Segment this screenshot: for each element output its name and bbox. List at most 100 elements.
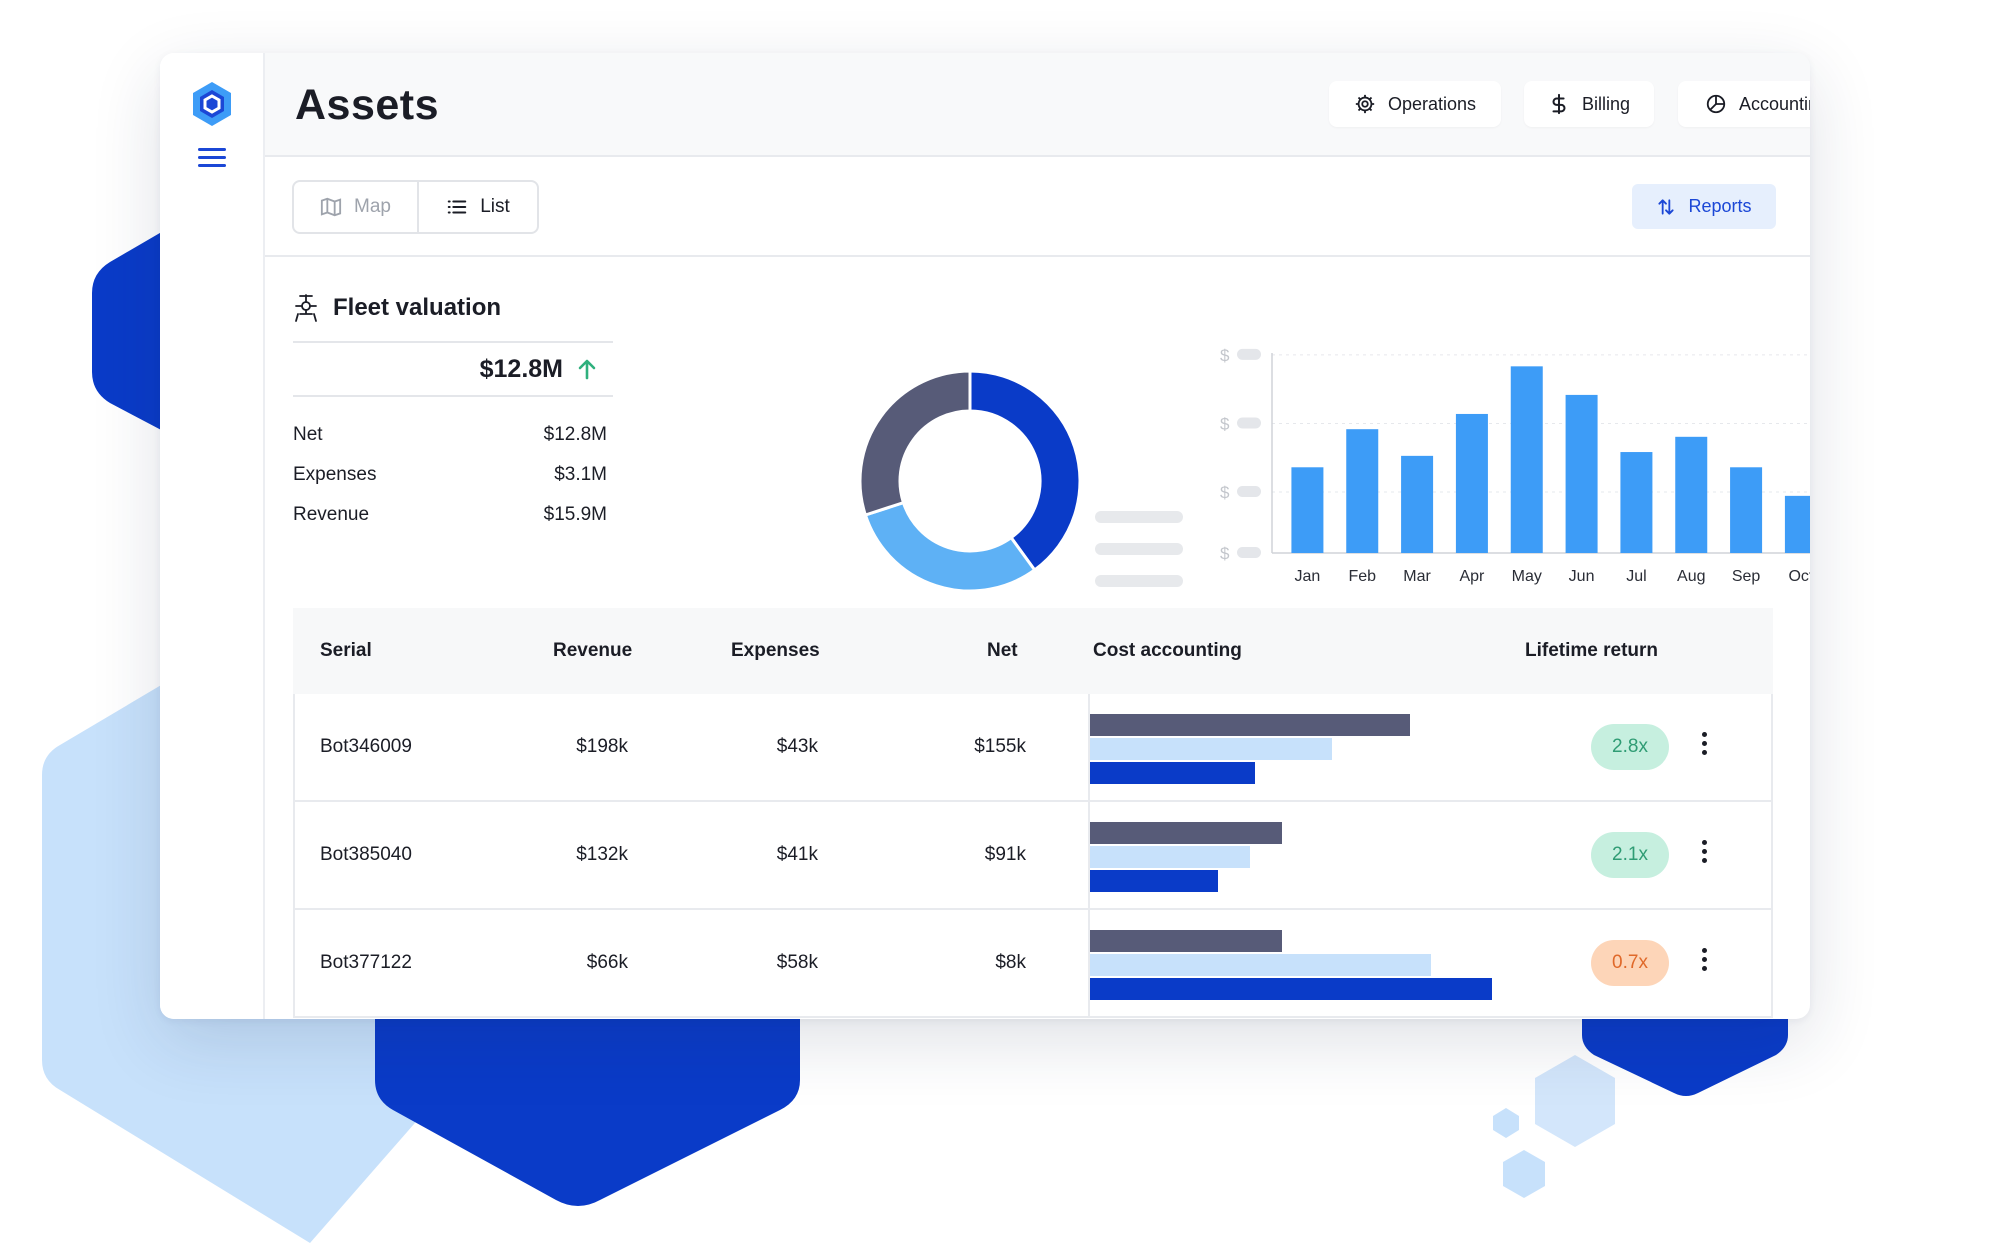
operations-label: Operations (1387, 93, 1477, 114)
map-view-tab[interactable]: Map (294, 182, 419, 232)
col-cost-accounting[interactable]: Cost accounting (1093, 640, 1242, 661)
table-row[interactable]: Bot385040 $132k $41k $91k 2.1x (293, 802, 1773, 910)
reports-label: Reports (1688, 196, 1752, 216)
assets-table: Serial Revenue Expenses Net Cost account… (293, 608, 1773, 1018)
list-view-label: List (480, 196, 510, 217)
y-tick-placeholder (1237, 486, 1261, 498)
x-tick-label: Oct (1788, 568, 1810, 585)
arrow-up-icon (578, 359, 596, 380)
bar-feb (1346, 429, 1379, 553)
summary-row-expenses: Expenses $3.1M (293, 455, 607, 495)
dollar-icon (1552, 93, 1566, 115)
fleet-valuation-title: Fleet valuation (333, 294, 502, 321)
summary-value: $12.8M (543, 424, 607, 445)
y-tick-placeholder (1237, 547, 1261, 558)
table-row[interactable]: Bot377122 $66k $58k $8k 0.7x (293, 910, 1773, 1018)
cost-bar-expenses (1090, 846, 1250, 868)
bar-jan (1291, 467, 1324, 553)
map-icon (320, 197, 342, 217)
y-tick-label: $ (1220, 414, 1230, 433)
hexagon-small-1 (1535, 1055, 1615, 1147)
expenses-cell: $41k (776, 844, 818, 865)
row-menu-icon[interactable] (1700, 948, 1708, 978)
legend-placeholder-bar (1095, 575, 1183, 587)
col-expenses[interactable]: Expenses (731, 640, 820, 661)
summary-row-net: Net $12.8M (293, 415, 607, 455)
serial-cell: Bot385040 (320, 844, 412, 865)
hexagon-small-3 (1493, 1108, 1519, 1138)
bar-oct (1784, 495, 1810, 553)
cost-bar-expenses (1090, 738, 1333, 760)
col-revenue[interactable]: Revenue (553, 640, 633, 661)
valuation-donut-chart (858, 369, 1082, 593)
donut-slice (858, 369, 972, 517)
summary-row-revenue: Revenue $15.9M (293, 495, 607, 535)
sort-arrows-icon (1658, 198, 1675, 215)
col-net[interactable]: Net (987, 640, 1018, 661)
summary-label: Net (293, 424, 323, 445)
table-row[interactable]: Bot346009 $198k $43k $155k 2.8x (293, 694, 1773, 802)
hexagon-dark-right (1582, 1015, 1788, 1096)
pie-chart-icon (1706, 94, 1726, 114)
app-window: Assets Operations Billing Accounting (160, 53, 1810, 1019)
billing-label: Billing (1581, 93, 1631, 114)
legend-placeholder-bar (1095, 543, 1183, 555)
hexagon-dark-left (92, 230, 165, 432)
header: Assets Operations Billing Accounting (265, 53, 1810, 157)
reports-button[interactable]: Reports (1632, 184, 1776, 229)
hexagon-small-2 (1503, 1150, 1545, 1198)
row-menu-icon[interactable] (1700, 732, 1708, 762)
donut-legend-placeholder (1095, 511, 1183, 607)
col-lifetime-return[interactable]: Lifetime return (1525, 640, 1659, 661)
bar-jul (1620, 452, 1653, 553)
sidebar (160, 53, 265, 1019)
cost-bar-net (1090, 870, 1218, 892)
bar-apr (1455, 413, 1488, 553)
bar-sep (1730, 467, 1763, 553)
summary-value: $15.9M (543, 504, 607, 525)
y-tick-placeholder (1237, 348, 1261, 360)
donut-slice (968, 369, 1082, 573)
fleet-valuation-heading: Fleet valuation (293, 293, 613, 323)
list-view-tab[interactable]: List (419, 182, 537, 232)
table-header: Serial Revenue Expenses Net Cost account… (293, 608, 1773, 694)
fleet-total-value: $12.8M (479, 354, 563, 383)
x-tick-label: Jan (1295, 568, 1321, 585)
legend-placeholder-bar (1095, 511, 1183, 523)
serial-cell: Bot377122 (320, 952, 412, 973)
hexagon-dark-bottom (375, 1010, 800, 1206)
table-body: Bot346009 $198k $43k $155k 2.8x Bot38504… (293, 694, 1773, 1018)
fleet-total: $12.8M (293, 341, 613, 397)
x-tick-label: Aug (1677, 568, 1705, 585)
net-cell: $91k (984, 844, 1026, 865)
net-cell: $8k (995, 952, 1026, 973)
summary-label: Revenue (293, 504, 370, 525)
revenue-cell: $132k (576, 844, 628, 865)
summary-breakdown: Net $12.8M Expenses $3.1M Revenue $15.9M (293, 415, 613, 535)
billing-button[interactable]: Billing (1524, 81, 1654, 127)
accounting-button[interactable]: Accounting (1678, 81, 1810, 127)
operations-button[interactable]: Operations (1329, 81, 1501, 127)
page-title: Assets (295, 81, 440, 129)
x-tick-label: Apr (1459, 568, 1485, 585)
row-menu-icon[interactable] (1700, 840, 1708, 870)
y-tick-placeholder (1237, 417, 1261, 429)
summary-label: Expenses (293, 464, 377, 485)
view-toolbar: Map List Reports (265, 157, 1810, 257)
lifetime-return-badge: 2.1x (1591, 832, 1669, 878)
cost-bar-net (1090, 978, 1493, 1000)
x-tick-label: May (1512, 568, 1542, 585)
col-serial[interactable]: Serial (320, 640, 372, 661)
list-icon (447, 200, 467, 214)
view-toggle: Map List (292, 180, 539, 234)
summary-value: $3.1M (554, 464, 607, 485)
net-cell: $155k (974, 736, 1026, 757)
bar-jun (1565, 394, 1598, 553)
revenue-cell: $198k (576, 736, 628, 757)
app-logo-icon[interactable] (191, 81, 233, 127)
hamburger-menu-icon[interactable] (198, 148, 226, 170)
monthly-bar-chart: $$$$Jan Feb Mar Apr May Jun Jul Aug Sep Oct Nov Dec (1220, 346, 1810, 585)
cost-bar-revenue (1090, 822, 1283, 844)
y-tick-label: $ (1220, 544, 1230, 563)
bar-mar (1401, 455, 1434, 553)
